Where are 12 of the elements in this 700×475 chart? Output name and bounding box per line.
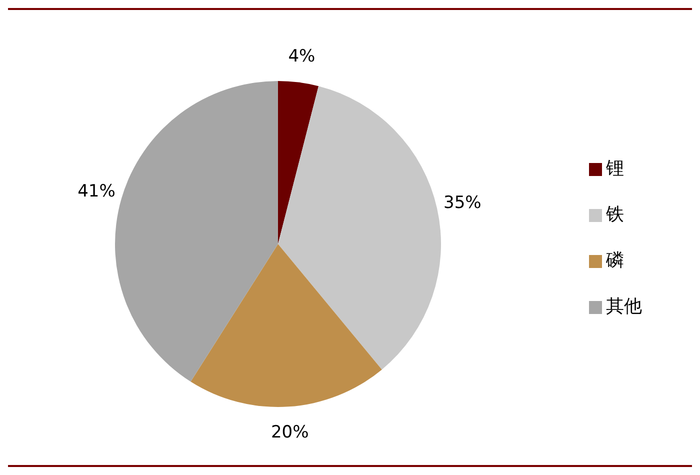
pie-slice	[115, 81, 278, 382]
pie-slice	[278, 81, 319, 244]
pie-slice	[278, 86, 441, 370]
pie-slice	[190, 244, 382, 407]
data-label: 20%	[270, 422, 309, 443]
legend-label: 其他	[606, 296, 642, 316]
data-label: 35%	[444, 192, 482, 213]
legend-label: 磷	[606, 250, 624, 270]
data-label: 4%	[288, 46, 316, 66]
data-label: 41%	[78, 181, 116, 202]
legend-label: 锂	[606, 158, 624, 178]
legend-label: 铁	[606, 204, 624, 224]
